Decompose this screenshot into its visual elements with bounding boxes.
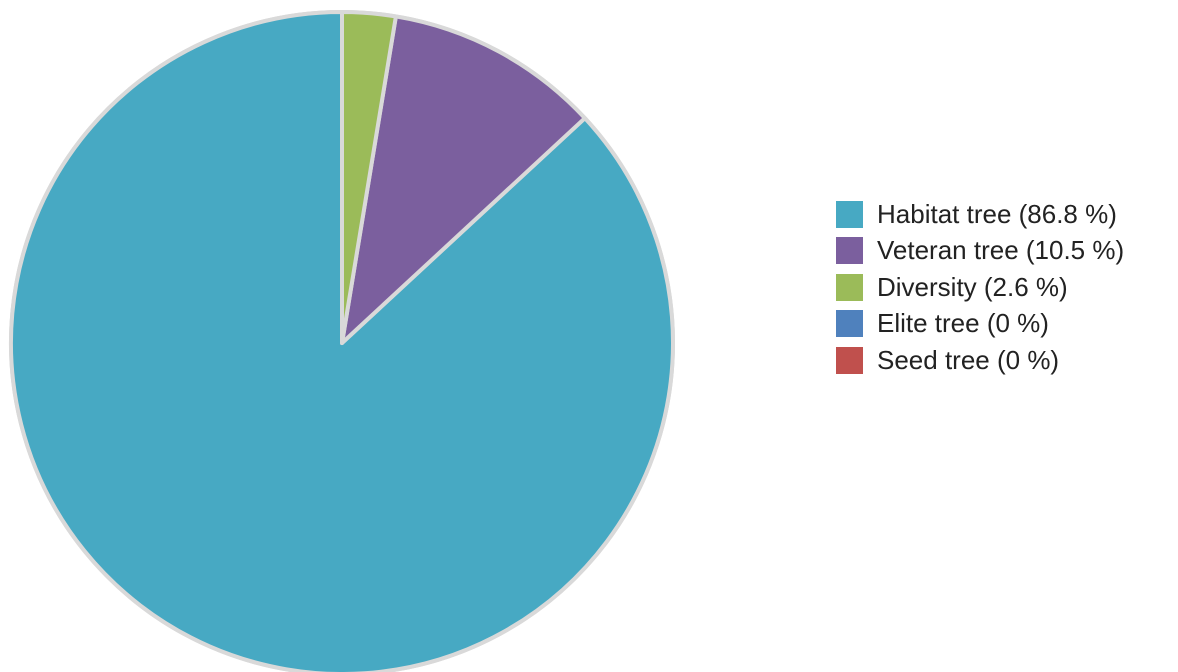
legend: Habitat tree (86.8 %) Veteran tree (10.5… xyxy=(836,196,1124,379)
legend-swatch xyxy=(836,310,863,338)
pie-chart xyxy=(9,10,675,672)
pie-slice-diversity[interactable] xyxy=(340,10,398,345)
legend-item-diversity[interactable]: Diversity (2.6 %) xyxy=(836,269,1124,306)
legend-swatch xyxy=(836,200,863,228)
legend-swatch xyxy=(836,237,863,265)
legend-item-elite-tree[interactable]: Elite tree (0 %) xyxy=(836,306,1124,343)
legend-swatch xyxy=(836,346,863,374)
legend-label: Elite tree (0 %) xyxy=(877,308,1049,339)
legend-label: Veteran tree (10.5 %) xyxy=(877,235,1125,266)
legend-item-habitat-tree[interactable]: Habitat tree (86.8 %) xyxy=(836,196,1124,233)
legend-label: Seed tree (0 %) xyxy=(877,344,1060,375)
legend-label: Habitat tree (86.8 %) xyxy=(877,198,1117,229)
legend-item-veteran-tree[interactable]: Veteran tree (10.5 %) xyxy=(836,233,1124,270)
pie-slice-veteran-tree[interactable] xyxy=(340,14,587,345)
legend-label: Diversity (2.6 %) xyxy=(877,271,1068,302)
legend-swatch xyxy=(836,273,863,301)
legend-item-seed-tree[interactable]: Seed tree (0 %) xyxy=(836,342,1124,379)
pie-slice-habitat-tree[interactable] xyxy=(9,10,675,672)
